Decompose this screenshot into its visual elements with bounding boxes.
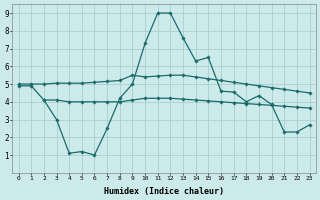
X-axis label: Humidex (Indice chaleur): Humidex (Indice chaleur) <box>104 187 224 196</box>
